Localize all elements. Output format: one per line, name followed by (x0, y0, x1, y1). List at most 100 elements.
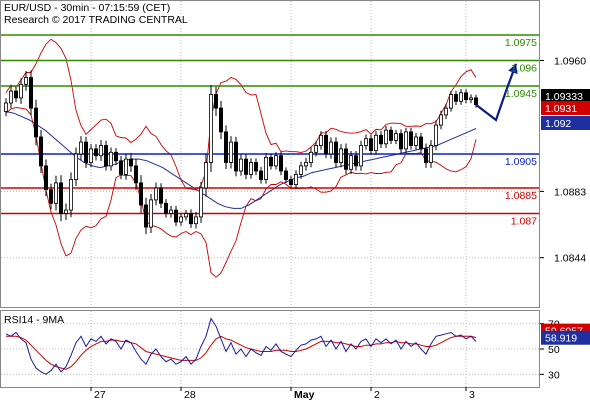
candle-body (438, 114, 443, 126)
rsi-tags: 59.605758.919 (541, 323, 590, 345)
x-tick-label: May (294, 389, 315, 400)
candle-body (388, 129, 393, 141)
candle-body (89, 148, 94, 163)
y-tick-label: 1.0844 (554, 253, 586, 265)
candle-body (143, 204, 148, 228)
candle-body (343, 148, 348, 170)
rsi-title: RSI14 - 9MA (4, 314, 64, 326)
level-label-resistance: 1.096 (511, 63, 537, 75)
candle-body (183, 213, 188, 218)
candle-body (84, 141, 89, 163)
candle-body (223, 131, 228, 163)
y-tick-label: 1.0960 (554, 56, 586, 68)
candle-body (468, 97, 473, 101)
header-line2: Research © 2017 TRADING CENTRAL (4, 14, 188, 26)
level-labels: 1.0975 1.096 1.0945 1.0905 1.0885 1.087 (505, 37, 537, 228)
candle-body (348, 155, 353, 170)
candle-body (333, 141, 338, 163)
candle-body (373, 134, 378, 152)
candle-body (34, 107, 39, 138)
candle-body (69, 179, 74, 211)
candle-body (213, 94, 218, 109)
candle-body (44, 165, 49, 191)
candle-body (443, 107, 448, 116)
candle-body (28, 77, 33, 109)
rsi-lines (5, 317, 477, 375)
rsi-tag-label: 58.919 (545, 333, 577, 345)
candle-body (64, 209, 69, 214)
level-label-support: 1.0885 (505, 190, 537, 202)
candle-body (433, 124, 438, 146)
forecast-arrowhead (508, 63, 518, 75)
level-label-resistance: 1.0975 (505, 37, 537, 49)
candle-body (393, 133, 398, 141)
bollinger-upper (5, 38, 477, 191)
level-lines (1, 34, 539, 215)
x-axis-labels: 27 28 May 2 3 (90, 387, 475, 400)
rsi-line (5, 317, 477, 375)
candle-body (109, 151, 114, 167)
candle-body (288, 179, 293, 185)
candle-body (458, 92, 463, 102)
candle-body (283, 170, 288, 180)
candle-body (153, 187, 158, 201)
candle-body (253, 162, 258, 172)
candle-body (168, 209, 173, 214)
candle-body (59, 182, 64, 214)
candle-body (74, 153, 79, 180)
candle-body (278, 155, 283, 172)
candle-body (178, 216, 183, 223)
candle-body (124, 158, 129, 175)
rsi-y-tick-label: 50 (548, 344, 560, 356)
candle-body (198, 187, 203, 218)
level-label-support: 1.087 (511, 216, 537, 228)
candle-body (133, 165, 138, 184)
price-tag-box (541, 116, 590, 130)
candle-body (248, 162, 253, 175)
candle-body (208, 94, 213, 163)
candle-body (238, 158, 243, 172)
candle-body (243, 158, 248, 175)
candle-body (463, 92, 468, 101)
candle-body (338, 148, 343, 163)
candle-body (328, 141, 333, 155)
candle-body (268, 156, 273, 167)
bollinger-bands (5, 38, 477, 278)
candle-body (318, 134, 323, 146)
rsi-grid (1, 311, 539, 387)
x-tick-label: 3 (469, 389, 475, 400)
candle-body (218, 107, 223, 133)
candle-body (473, 97, 478, 106)
candle-body (428, 145, 433, 163)
forecast-arrow (475, 63, 518, 122)
candle-body (418, 136, 423, 150)
candle-body (308, 151, 313, 163)
candle-body (54, 182, 59, 204)
x-tick-label: 27 (94, 389, 106, 400)
candle-body (138, 182, 143, 206)
bollinger-lower (5, 107, 477, 278)
candle-body (358, 145, 363, 167)
rsi-panel-frame (0, 310, 540, 388)
candle-body (228, 141, 233, 163)
candle-body (173, 209, 178, 223)
candle-body (273, 155, 278, 167)
candle-body (163, 202, 168, 214)
candle-body (453, 94, 458, 102)
candle-body (363, 138, 368, 146)
candle-body (128, 158, 133, 167)
price-panel-frame (0, 0, 540, 308)
rsi-tag-box (541, 330, 590, 345)
forecast-path (475, 63, 518, 122)
candle-body (18, 83, 23, 99)
candle-body (368, 138, 373, 151)
candle-body (8, 90, 13, 104)
candle-body (4, 102, 9, 112)
candle-body (403, 131, 408, 150)
candle-body (263, 156, 268, 180)
candle-body (293, 173, 298, 185)
candle-body (313, 145, 318, 153)
rsi-y-tick-label: 30 (548, 369, 560, 381)
price-tag-label: 1.0931 (545, 103, 577, 115)
